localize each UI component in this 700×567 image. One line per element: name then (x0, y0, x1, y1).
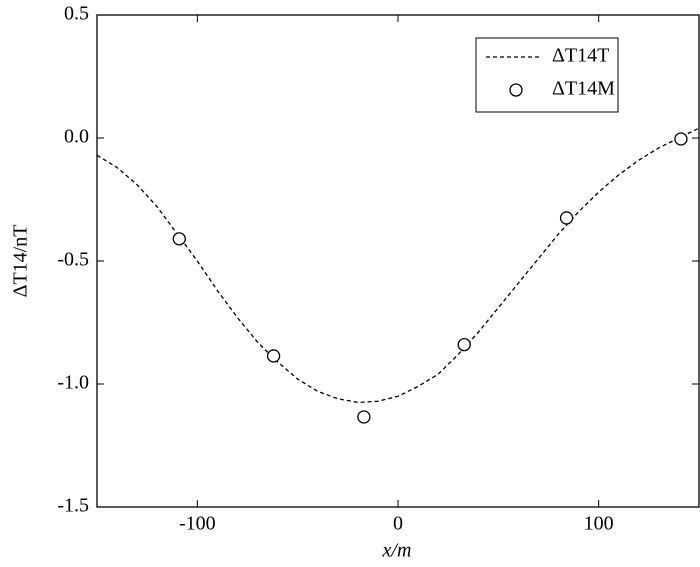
y-tick-label: -1.0 (57, 372, 89, 394)
data-point (674, 132, 688, 146)
y-tick-label: 0.5 (64, 3, 89, 25)
legend-label: ΔT14M (552, 78, 615, 100)
x-tick-label: 0 (393, 513, 403, 535)
x-tick-label: -100 (179, 513, 216, 535)
y-tick-label: 0.0 (64, 126, 89, 148)
x-axis-label: x/m (382, 540, 412, 562)
legend-marker (509, 83, 523, 97)
y-tick-label: -1.5 (57, 495, 89, 517)
legend-label: ΔT14T (552, 45, 609, 67)
y-axis-label: ΔT14/nT (10, 225, 32, 298)
y-tick-label: -0.5 (57, 249, 89, 271)
data-point (172, 232, 186, 246)
data-point (266, 349, 281, 363)
data-point (357, 410, 371, 424)
legend-box (475, 37, 619, 113)
data-point (457, 337, 471, 352)
line-series (96, 127, 700, 404)
data-point (559, 211, 574, 225)
x-tick-label: 100 (584, 513, 614, 535)
